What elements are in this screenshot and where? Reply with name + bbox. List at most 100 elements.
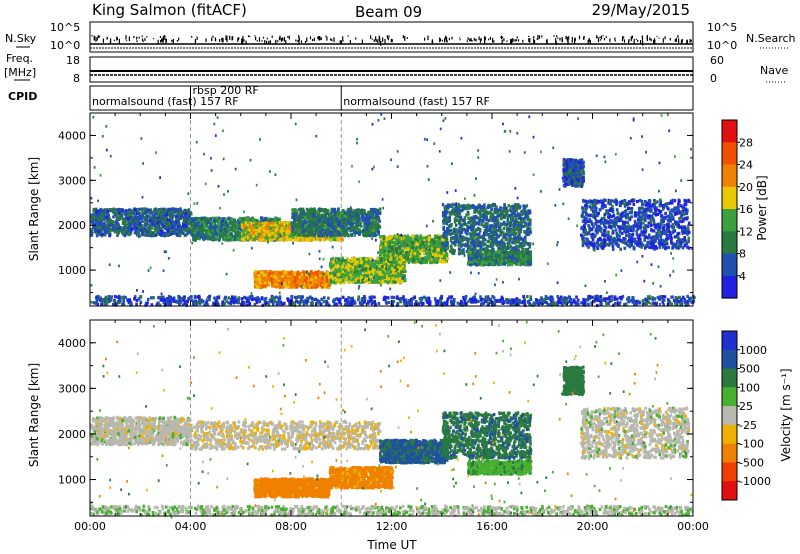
nsky-trace-mark [298,39,300,44]
echo-cell [94,210,98,214]
nsky-trace-mark [459,39,461,41]
echo-cell [271,234,275,238]
echo-cell [181,212,184,216]
echo-cell [176,230,179,234]
echo-cell [170,215,173,219]
nsky-trace-mark [451,36,453,40]
echo-cell [218,238,221,242]
nsky-trace-mark [98,35,101,38]
nsky-trace-mark [391,39,393,43]
echo-cell [346,233,350,237]
echo-cell [90,232,94,236]
echo-cell [280,227,284,231]
echo-cell [95,231,98,235]
echo-cell [342,232,345,236]
echo-cell [105,216,109,220]
echo-cell [128,232,132,236]
echo-cell [222,237,225,241]
echo-cell [293,238,296,242]
nsky-trace-mark [225,35,227,41]
nsky-trace-mark [522,39,524,43]
echo-cell [285,238,289,242]
echo-cell [121,217,125,221]
echo-cell [342,221,346,225]
echo-cell [162,231,166,235]
nsky-trace-mark [568,36,570,40]
nsky-trace-mark [578,35,581,40]
echo-cell [173,225,176,229]
echo-cell [266,230,269,234]
echo-cell [219,229,223,233]
echo-cell [138,212,141,216]
nsky-trace-mark [528,35,530,37]
echo-cell [207,217,211,221]
nsky-trace-mark [309,36,312,40]
echo-cell [238,226,241,231]
echo-cell [233,218,236,223]
echo-cell [90,216,93,220]
echo-cell [326,218,330,222]
echo-cell [199,227,202,231]
echo-cell [276,270,279,274]
nsky-trace-mark [242,38,244,44]
echo-cell [192,237,195,241]
echo-cell [201,220,205,224]
nsky-trace-mark [536,38,538,40]
echo-cell [254,232,258,236]
echo-cell [97,218,100,222]
echo-cell [144,211,147,215]
nsky-trace-mark [541,35,543,38]
nsky-trace-mark [164,35,166,40]
echo-cell [134,229,138,233]
echo-cell [268,231,271,235]
echo-cell [289,237,292,241]
echo-cell [198,218,201,222]
echo-cell [261,279,264,283]
echo-cell [138,229,141,233]
echo-cell [325,235,329,239]
echo-cell [240,237,244,241]
echo-cell [341,209,345,213]
echo-cell [287,225,291,229]
echo-cell [266,217,270,221]
echo-cell [303,221,306,225]
echo-cell [248,217,252,221]
echo-cell [159,228,163,232]
echo-cell [186,231,189,235]
echo-cell [330,211,333,215]
echo-cell [199,230,203,234]
echo-cell [329,235,333,239]
echo-cell [232,229,236,233]
echo-cell [168,211,171,215]
echo-cell [322,236,325,240]
echo-cell [262,220,266,224]
echo-cell [122,225,126,229]
echo-cell [152,223,155,227]
echo-cell [256,235,259,239]
echo-cell [317,222,320,226]
nsky-trace-mark [656,35,658,37]
echo-cell [318,207,321,211]
echo-cell [134,222,137,226]
echo-cell [232,234,236,239]
echo-cell [245,231,249,235]
beam-title: Beam 09 [355,3,422,21]
echo-cell [159,211,162,215]
echo-cell [157,230,161,234]
nsky-trace-mark [266,40,268,45]
echo-cell [228,235,232,239]
echo-cell [210,237,214,241]
echo-cell [229,221,233,226]
echo-cell [223,228,226,232]
freq-tick-bottom: 8 [73,72,80,85]
nsky-trace-mark [600,35,603,40]
echo-cell [212,216,215,220]
nsky-trace-mark [162,35,164,41]
nsky-trace-mark [630,36,632,42]
echo-cell [109,208,113,212]
echo-cell [112,215,115,219]
echo-cell [129,213,133,217]
echo-cell [313,233,317,237]
echo-cell [222,224,226,228]
nave-tick-bottom: 0 [710,72,717,85]
